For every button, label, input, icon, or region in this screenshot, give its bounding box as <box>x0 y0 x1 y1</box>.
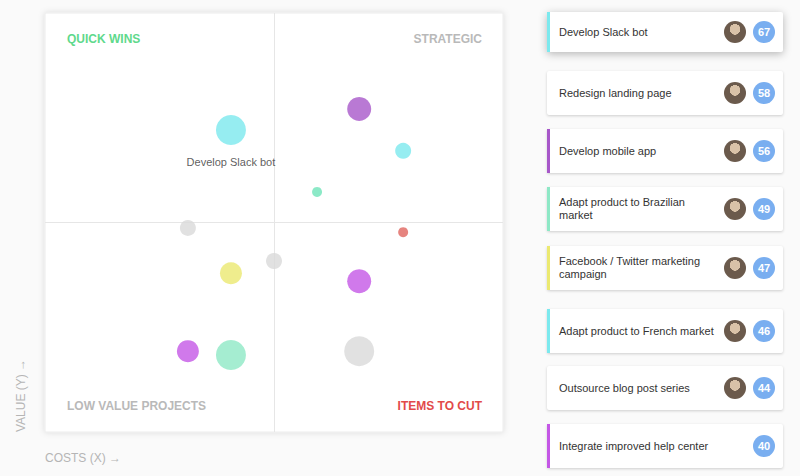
html-text:Develop mobile app: Develop mobile app <box>559 144 657 157</box>
html-text:Develop Slack bot: Develop Slack bot <box>559 25 648 38</box>
svg-text:LOW VALUE PROJECTS: LOW VALUE PROJECTS <box>67 399 206 413</box>
html-text:Adapt product to Brazilian mar: Adapt product to Brazilian market <box>559 196 685 221</box>
html-text:40: 40 <box>757 440 771 452</box>
html-text:56: 56 <box>757 145 771 157</box>
html-text:Outsource blog post series: Outsource blog post series <box>559 381 690 394</box>
html-text:44: 44 <box>757 382 771 394</box>
html-text:Facebook / Twitter marketing c: Facebook / Twitter marketing campaign <box>559 255 700 280</box>
html-text:47: 47 <box>757 262 771 274</box>
html-text:Adapt product to French market: Adapt product to French market <box>559 324 714 337</box>
svg-text:Develop Slack bot: Develop Slack bot <box>187 156 276 168</box>
svg-text:COSTS (X) →: COSTS (X) → <box>45 451 121 465</box>
html-text:58: 58 <box>757 87 771 99</box>
svg-text:ITEMS TO CUT: ITEMS TO CUT <box>398 399 483 413</box>
svg-text:QUICK WINS: QUICK WINS <box>67 32 140 46</box>
svg-text:VALUE (Y) →: VALUE (Y) → <box>14 359 28 432</box>
html-text:67: 67 <box>757 26 771 38</box>
svg-text:STRATEGIC: STRATEGIC <box>414 32 483 46</box>
html-text:Redesign landing page: Redesign landing page <box>559 86 672 99</box>
html-text:46: 46 <box>757 325 771 337</box>
html-text:49: 49 <box>757 203 771 215</box>
html-text:Integrate improved help center: Integrate improved help center <box>559 439 709 452</box>
